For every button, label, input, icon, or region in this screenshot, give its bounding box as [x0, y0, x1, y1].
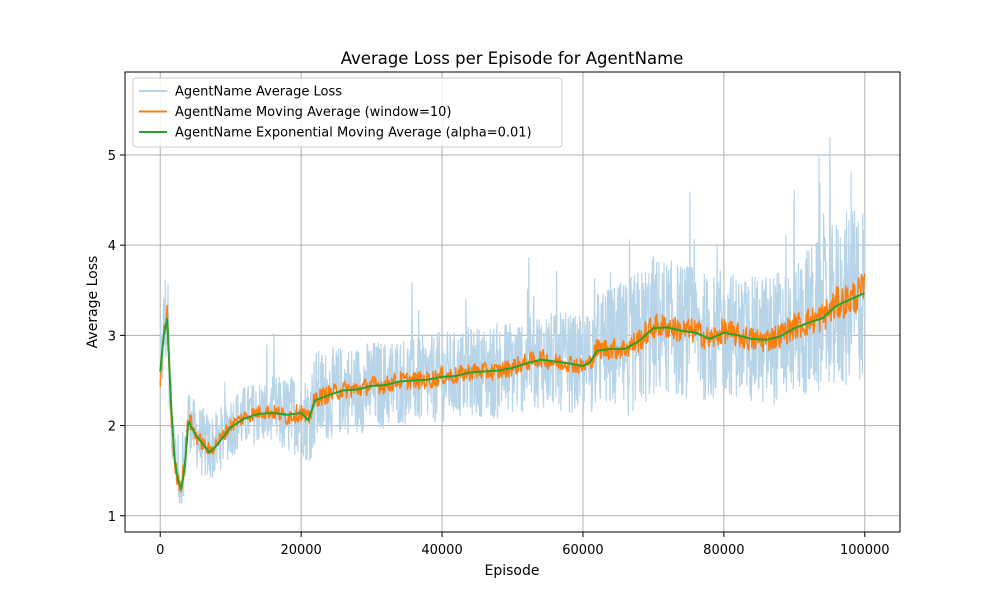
y-axis-label: Average Loss [85, 256, 101, 349]
y-tick-label: 1 [108, 510, 116, 525]
x-axis-label: Episode [485, 563, 540, 579]
series-layer [159, 136, 866, 504]
legend-label: AgentName Exponential Moving Average (al… [175, 126, 532, 141]
x-axis: 0 20000 40000 60000 80000 100000 [156, 532, 890, 558]
legend-box [132, 77, 563, 148]
x-tick-label: 60000 [562, 543, 603, 558]
x-tick-label: 80000 [703, 543, 744, 558]
y-tick-label: 4 [108, 239, 116, 254]
legend: AgentName Average Loss AgentName Moving A… [132, 77, 563, 148]
x-tick-label: 0 [156, 543, 164, 558]
series-line-2 [159, 273, 866, 493]
y-axis: 1 2 3 4 5 [108, 149, 125, 525]
legend-label: AgentName Moving Average (window=10) [175, 105, 451, 120]
chart-title: Average Loss per Episode for AgentName [341, 49, 684, 68]
plot-frame [124, 71, 901, 533]
series-line-3 [159, 292, 865, 490]
series-line-1 [159, 136, 866, 504]
y-tick-label: 3 [108, 329, 116, 344]
x-tick-label: 100000 [840, 543, 890, 558]
x-tick-label: 40000 [421, 543, 462, 558]
legend-label: AgentName Average Loss [175, 85, 342, 100]
y-tick-label: 5 [108, 149, 116, 164]
y-tick-label: 2 [108, 420, 116, 435]
x-tick-label: 20000 [280, 543, 321, 558]
